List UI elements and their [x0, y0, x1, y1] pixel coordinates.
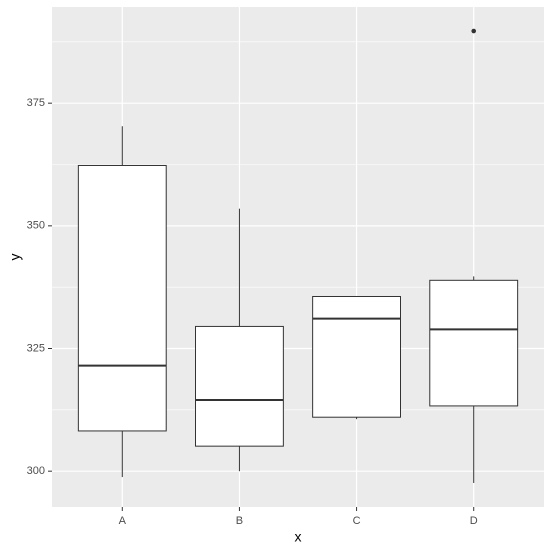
x-tick-label: B	[236, 515, 243, 527]
x-tick-label: A	[119, 515, 127, 527]
y-tick-label: 325	[27, 342, 45, 354]
outlier	[471, 28, 477, 34]
x-tick-label: D	[470, 515, 478, 527]
box	[77, 164, 167, 432]
box	[195, 325, 284, 447]
y-tick-label: 375	[27, 97, 45, 109]
x-tick-label: C	[353, 515, 361, 527]
y-axis-title: y	[7, 254, 23, 261]
box	[312, 295, 401, 418]
y-tick-label: 350	[27, 220, 45, 232]
x-axis-title: x	[295, 529, 302, 545]
y-tick-label: 300	[27, 465, 45, 477]
box	[429, 279, 519, 407]
